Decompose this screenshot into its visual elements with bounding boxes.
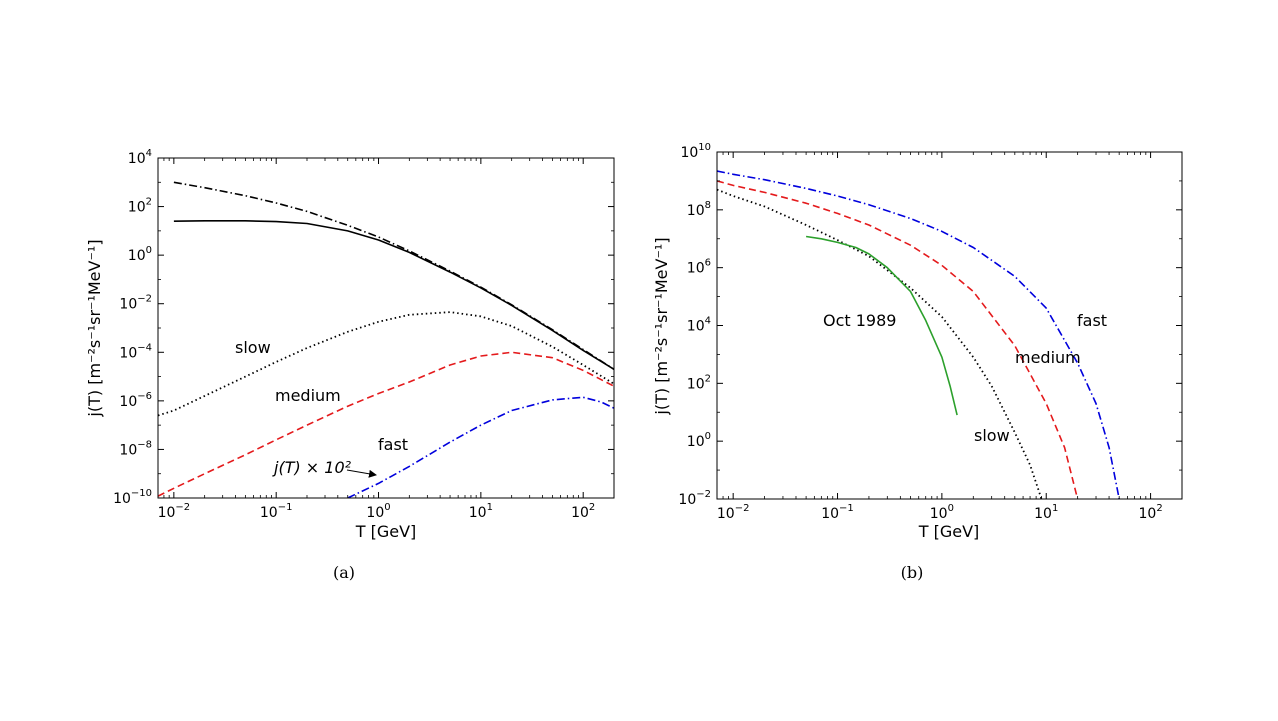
y-tick-label-b: 10−2 (678, 489, 711, 508)
x-tick-label-b: 100 (930, 503, 954, 522)
x-tick-label-a: 100 (366, 502, 390, 521)
y-axis-label-b: j(T) [m⁻²s⁻¹sr⁻¹MeV⁻¹] (652, 237, 671, 415)
annotation-medium-a: medium (275, 386, 341, 405)
y-tick-label-a: 10−4 (119, 342, 152, 361)
y-tick-label-b: 106 (687, 258, 711, 277)
annotation-fast-b: fast (1077, 311, 1107, 330)
x-tick-label-b: 102 (1138, 503, 1162, 522)
panel-a: 10−2 10−1 100 101 102 10−10 10−8 10−6 10−4 10−2 10… (85, 148, 615, 582)
y-tick-label-a: 10−6 (119, 391, 152, 410)
plot-frame-b (716, 151, 1183, 500)
annotation-scale-a: j(T) × 10² (272, 458, 352, 477)
caption-a: (a) (333, 563, 355, 582)
annotation-fast-a: fast (378, 435, 408, 454)
series-line-b-slow (717, 188, 1043, 499)
x-tick-label-a: 102 (571, 502, 595, 521)
annotation-slow-b: slow (974, 426, 1010, 445)
y-tick-label-a: 100 (128, 245, 152, 264)
series-line-a-gcr-modulated (173, 220, 614, 370)
y-tick-label-b: 1010 (680, 142, 711, 161)
series-line-b-medium (717, 180, 1079, 499)
series-line-b-fast (717, 170, 1120, 499)
x-tick-label-b: 101 (1034, 503, 1058, 522)
ticks-b: 10−2 10−1 100 101 102 10−2 100 102 104 106 108 1010 (678, 142, 1183, 522)
y-axis-label-a: j(T) [m⁻²s⁻¹sr⁻¹MeV⁻¹] (85, 239, 104, 417)
x-tick-label-b: 10−1 (821, 503, 854, 522)
y-tick-label-a: 10−8 (119, 439, 152, 458)
x-axis-label-a: T [GeV] (355, 522, 417, 541)
caption-b: (b) (901, 563, 924, 582)
x-tick-label-a: 101 (469, 502, 493, 521)
ticks-a: 10−2 10−1 100 101 102 10−10 10−8 10−6 10−4 10−2 10… (113, 148, 615, 521)
x-tick-label-b: 10−2 (717, 503, 750, 522)
curves-b (717, 170, 1120, 499)
series-line-a-fast (347, 396, 614, 498)
y-tick-label-b: 104 (687, 316, 711, 335)
x-axis-label-b: T [GeV] (918, 522, 980, 541)
y-tick-label-b: 108 (687, 200, 711, 219)
y-tick-label-a: 102 (128, 197, 152, 216)
x-tick-label-a: 10−2 (158, 502, 191, 521)
panel-b: 10−2 10−1 100 101 102 10−2 100 102 104 106 108 1010… (652, 142, 1183, 582)
series-line-a-medium (158, 351, 614, 497)
y-tick-label-b: 100 (687, 431, 711, 450)
y-tick-label-a: 104 (128, 148, 152, 167)
annotation-oct1989-b: Oct 1989 (823, 311, 896, 330)
y-tick-label-a: 10−2 (119, 294, 152, 313)
x-tick-label-a: 10−1 (260, 502, 293, 521)
annotation-arrow-a (346, 469, 377, 478)
series-line-a-slow (158, 311, 614, 417)
y-tick-label-b: 102 (687, 373, 711, 392)
annotation-medium-b: medium (1015, 348, 1081, 367)
annotation-slow-a: slow (235, 338, 271, 357)
series-line-b-oct-1989 (805, 235, 958, 416)
curves-a (158, 181, 614, 498)
series-line-a-gcr-unmodulated (173, 181, 614, 370)
y-tick-label-a: 10−10 (113, 488, 152, 507)
